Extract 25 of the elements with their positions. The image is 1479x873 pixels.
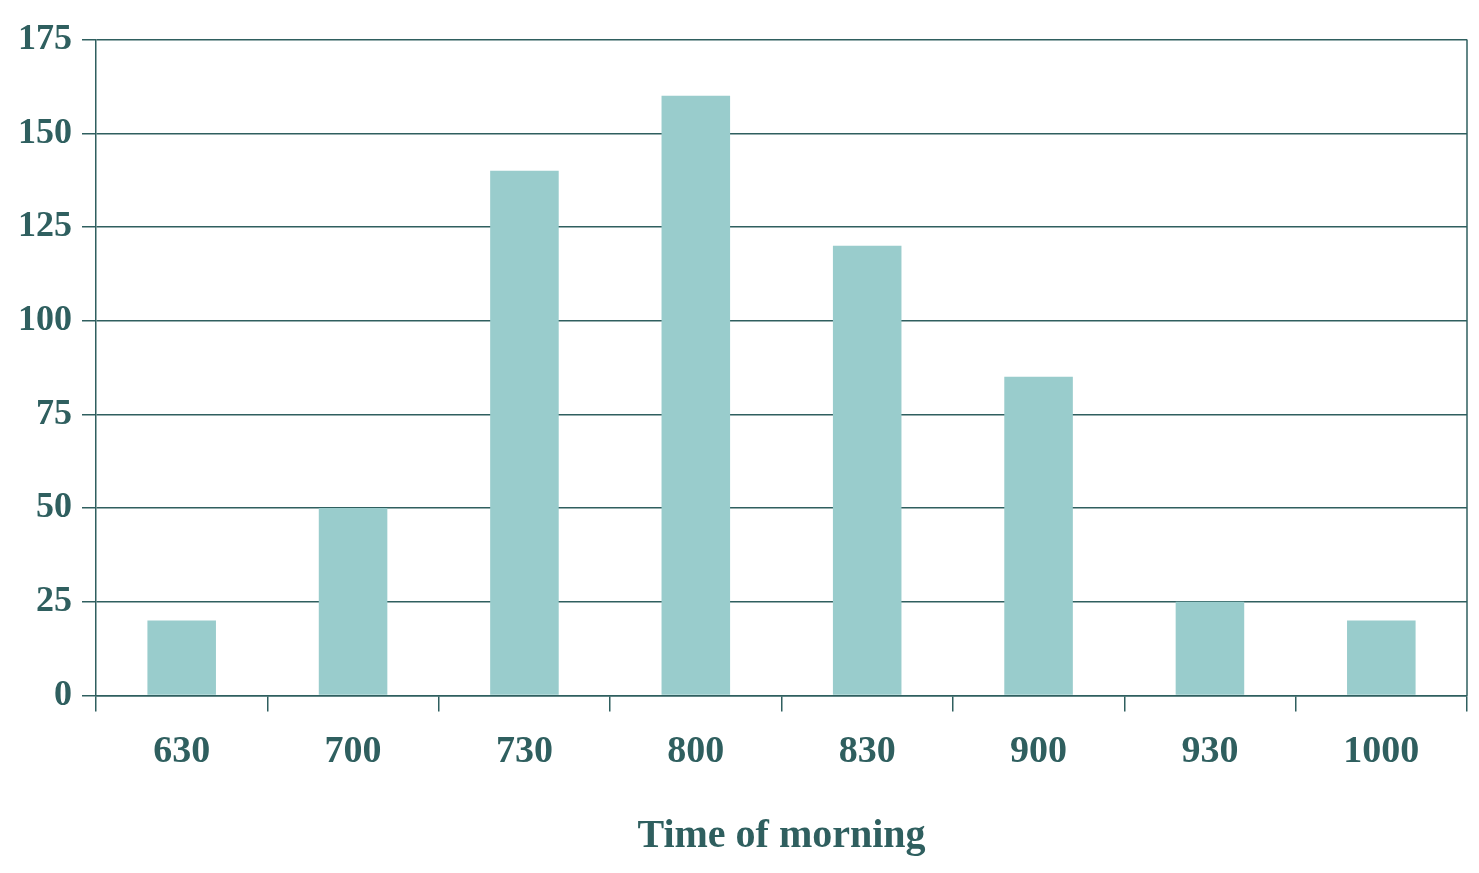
y-tick-label: 175 [18,16,72,57]
x-tick-label: 730 [495,728,553,771]
x-tick-label: 830 [838,728,896,771]
bar [661,95,731,695]
x-tick-label: 1000 [1343,728,1420,771]
bar [1175,601,1245,695]
x-tick-label: 800 [667,728,725,771]
x-tick-label: 630 [153,728,211,771]
bar [490,170,559,695]
x-tick-label: 700 [324,728,382,771]
bar [1347,620,1416,695]
bar [147,620,216,695]
y-tick-label: 25 [36,579,72,620]
bar [832,245,902,695]
y-tick-label: 150 [18,110,72,151]
y-tick-label: 50 [36,485,72,526]
y-tick-label: 100 [18,297,72,338]
x-axis-title: Time of morning [637,811,926,857]
bar [318,508,388,695]
y-tick-label: 75 [36,391,72,432]
x-tick-label: 900 [1010,728,1068,771]
y-tick-label: 125 [18,204,72,245]
x-tick-label: 930 [1181,728,1239,771]
bar [1004,376,1073,695]
y-tick-label: 0 [54,672,72,713]
